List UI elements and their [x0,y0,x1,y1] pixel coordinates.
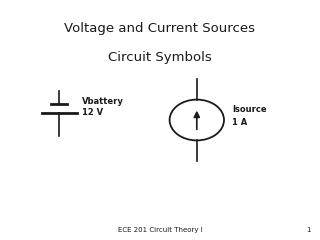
Text: Isource: Isource [232,105,267,114]
Text: Vbattery: Vbattery [82,97,124,107]
Text: 12 V: 12 V [82,108,103,117]
Text: Circuit Symbols: Circuit Symbols [108,51,212,64]
Text: ECE 201 Circuit Theory I: ECE 201 Circuit Theory I [118,228,202,233]
Text: 1: 1 [306,228,310,233]
Text: Voltage and Current Sources: Voltage and Current Sources [65,22,255,35]
Text: 1 A: 1 A [232,118,247,127]
